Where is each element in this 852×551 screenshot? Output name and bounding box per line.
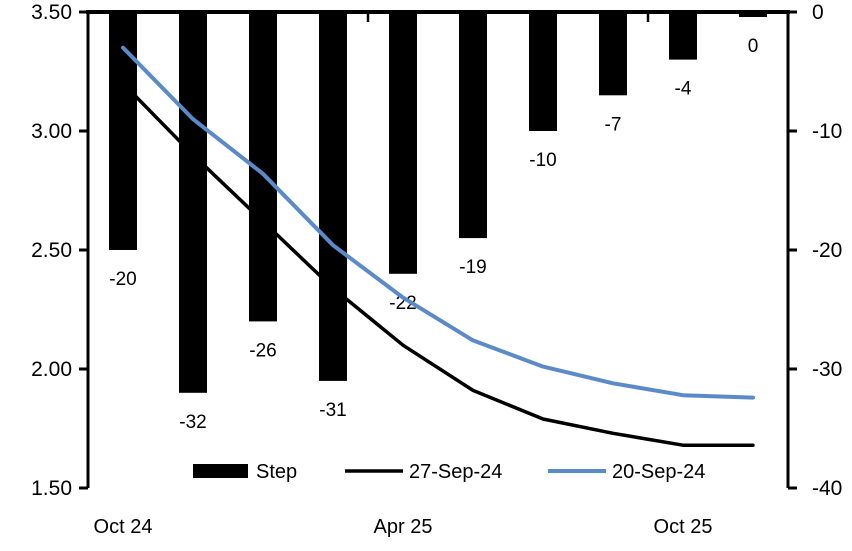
bar-data-label: 0 <box>748 36 759 57</box>
left-axis-tick-label: 3.50 <box>31 1 72 24</box>
legend-swatch-step <box>193 464 248 478</box>
step-bar <box>319 12 347 381</box>
right-axis-tick-label: 0 <box>812 1 824 24</box>
left-axis-tick-label: 3.00 <box>31 120 72 143</box>
bar-data-label: -26 <box>249 340 276 361</box>
right-axis-tick-label: -20 <box>812 239 842 262</box>
step-bar <box>529 12 557 131</box>
line-20-sep-24 <box>121 45 755 400</box>
right-axis-tick-label: -30 <box>812 358 842 381</box>
x-axis-label: Oct 25 <box>654 516 713 538</box>
left-axis-tick-label: 1.50 <box>31 477 72 500</box>
right-axis-tick-label: -40 <box>812 477 842 500</box>
step-bar <box>669 12 697 60</box>
x-axis-label: Apr 25 <box>374 516 433 538</box>
legend-label-20-sep-24: 20-Sep-24 <box>612 461 705 483</box>
step-bar <box>389 12 417 274</box>
bar-data-label: -31 <box>319 400 346 421</box>
step-bar <box>179 12 207 393</box>
step-bar <box>739 12 767 17</box>
bar-data-label: -7 <box>605 114 622 135</box>
step-bar <box>459 12 487 239</box>
left-axis-tick-label: 2.00 <box>31 358 72 381</box>
left-axis-tick-label: 2.50 <box>31 239 72 262</box>
step-bar <box>599 12 627 96</box>
bar-data-label: -22 <box>389 293 416 314</box>
legend-label-step: Step <box>256 461 297 483</box>
step-bar <box>109 12 137 250</box>
x-axis-label: Oct 24 <box>94 516 153 538</box>
bar-data-label: -32 <box>179 412 206 433</box>
bar-data-label: -10 <box>529 150 556 171</box>
legend-label-27-sep-24: 27-Sep-24 <box>409 461 502 483</box>
right-axis-tick-label: -10 <box>812 120 842 143</box>
bar-data-label: -4 <box>675 79 692 100</box>
bar-data-label: -19 <box>459 257 486 278</box>
line-27-sep-24 <box>121 81 755 447</box>
bar-data-label: -20 <box>109 269 136 290</box>
